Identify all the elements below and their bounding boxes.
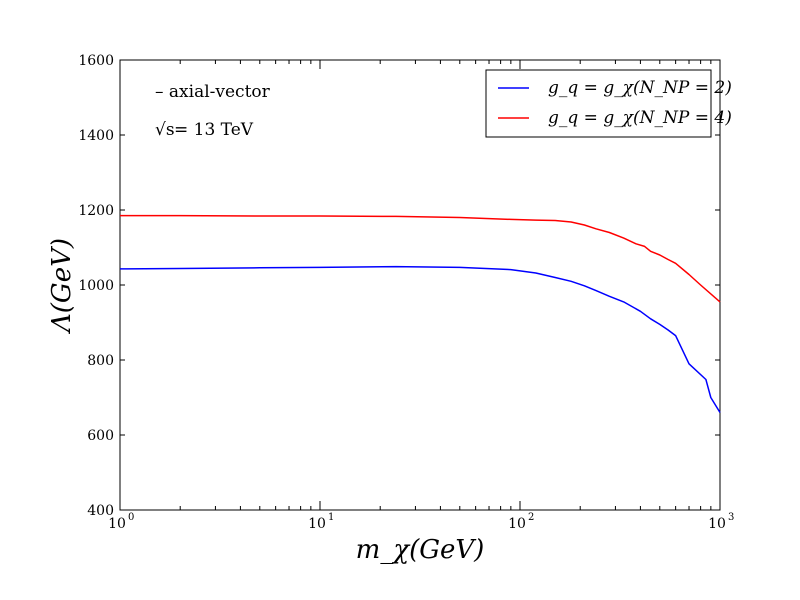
y-tick-label: 1200: [78, 203, 114, 219]
y-tick-label: 1600: [78, 53, 114, 69]
x-tick-label-exponent: 2: [528, 512, 534, 523]
series-line-2: [120, 214, 721, 303]
x-tick-label: 10: [108, 516, 126, 532]
x-tick-label: 10: [508, 516, 526, 532]
legend: g_q = g_χ(N_NP = 2) g_q = g_χ(N_NP = 4): [485, 69, 732, 138]
series-group: [119, 214, 721, 413]
annotation-sqrt-s: √s: [155, 120, 175, 140]
x-tick-label-exponent: 0: [128, 512, 134, 523]
y-tick-label: 1000: [78, 278, 114, 294]
x-tick-label-exponent: 1: [328, 512, 334, 523]
x-tick-label: 10: [708, 516, 726, 532]
x-tick-label-exponent: 3: [728, 512, 734, 523]
y-axis-title: Λ(GeV): [47, 238, 77, 334]
legend-box: [485, 69, 712, 138]
y-tick-label: 1400: [78, 128, 114, 144]
x-tick-label: 10: [308, 516, 326, 532]
annotation-model: – axial-vector: [155, 82, 271, 102]
series-line-1: [119, 265, 721, 413]
annotation-energy: √s = 13 TeV: [155, 120, 254, 140]
legend-label-series-1: g_q = g_χ(N_NP = 2): [548, 78, 732, 98]
y-tick-label: 400: [87, 503, 114, 519]
annotation-energy-value: = 13 TeV: [174, 120, 254, 140]
y-tick-label: 800: [87, 353, 114, 369]
x-axis-title: m_χ(GeV): [356, 535, 485, 565]
legend-label-series-2: g_q = g_χ(N_NP = 4): [548, 108, 732, 128]
y-tick-label: 600: [87, 428, 114, 444]
